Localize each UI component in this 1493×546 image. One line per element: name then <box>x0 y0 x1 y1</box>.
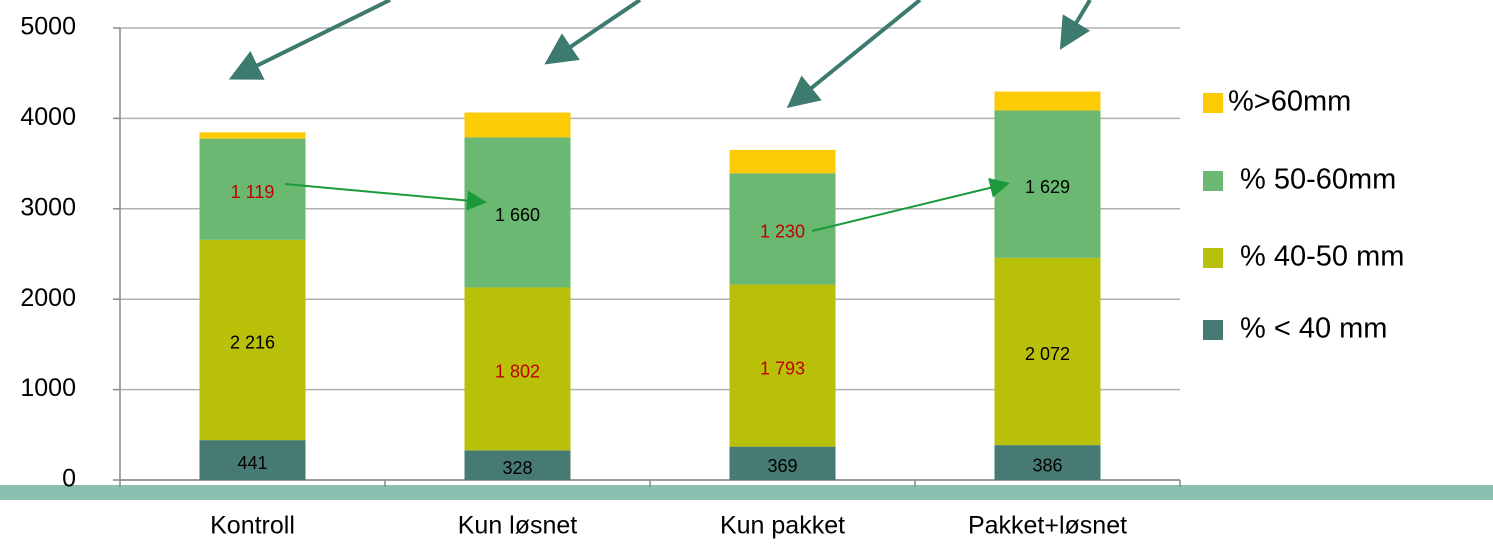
data-label: 1 119 <box>231 182 275 202</box>
legend-swatch <box>1203 171 1223 191</box>
bar-segment <box>729 149 836 174</box>
data-label: 1 802 <box>495 362 540 382</box>
arrow <box>228 0 391 80</box>
legend-label: % 50-60mm <box>1240 164 1396 196</box>
y-tick-label: 2000 <box>20 284 76 312</box>
y-tick-label: 4000 <box>20 103 76 131</box>
y-tick-label: 0 <box>62 465 76 493</box>
x-tick-label: Kun løsnet <box>458 512 578 540</box>
bar-segment <box>464 112 571 138</box>
band <box>0 485 1493 500</box>
arrow <box>811 178 1010 232</box>
data-label: 369 <box>767 456 797 476</box>
legend-label: %>60mm <box>1228 86 1351 118</box>
legend-swatch <box>1203 93 1223 113</box>
arrow <box>544 0 642 65</box>
data-label: 1 660 <box>495 205 540 225</box>
y-tick-label: 1000 <box>20 374 76 402</box>
data-label: 1 629 <box>1025 177 1070 197</box>
data-label: 386 <box>1032 455 1062 475</box>
x-tick-label: Kontroll <box>210 512 295 540</box>
bar-segment <box>994 257 1101 446</box>
bar-segment <box>199 138 306 240</box>
bar-segment <box>464 137 571 288</box>
arrow <box>1059 0 1092 50</box>
data-label: 1 793 <box>760 358 805 378</box>
legend-swatch <box>1203 320 1223 340</box>
bar-segment <box>199 132 306 139</box>
bar-segment <box>994 91 1101 111</box>
y-tick-label: 5000 <box>20 13 76 41</box>
bar-segment <box>199 239 306 441</box>
bar-segment <box>729 284 836 447</box>
x-tick-label: Pakket+løsnet <box>968 512 1127 540</box>
y-tick-label: 3000 <box>20 193 76 221</box>
bar-segment <box>199 440 306 480</box>
bar-segment <box>464 450 571 480</box>
arrow <box>786 0 922 109</box>
compare-arrows <box>284 178 1010 232</box>
arrow <box>284 183 487 211</box>
data-label: 1 230 <box>760 222 805 242</box>
bar-segment <box>729 446 836 480</box>
x-tick-label: Kun pakket <box>720 512 845 540</box>
plot: 0 1000 2000 3000 4000 5000 Kontroll 441 2 216 1 1… <box>20 13 1181 540</box>
legend-label: % < 40 mm <box>1240 313 1387 345</box>
data-label: 2 072 <box>1025 344 1070 364</box>
annotation-arrows <box>228 0 1092 109</box>
legend-label: % 40-50 mm <box>1240 241 1404 273</box>
bar-segment <box>464 287 571 451</box>
data-label: 2 216 <box>230 333 275 353</box>
data-label: 441 <box>237 453 267 473</box>
data-label: 328 <box>502 458 532 478</box>
bar-segment <box>994 445 1101 480</box>
bar-segment <box>994 110 1101 258</box>
legend-swatch <box>1203 248 1223 268</box>
